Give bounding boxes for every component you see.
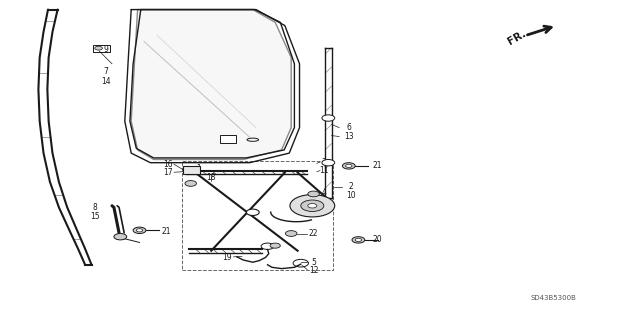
FancyBboxPatch shape	[93, 45, 110, 52]
Circle shape	[290, 195, 335, 217]
Bar	[182, 161, 333, 270]
Circle shape	[308, 191, 319, 197]
Text: 18: 18	[207, 173, 216, 182]
Circle shape	[308, 204, 317, 208]
Circle shape	[322, 160, 335, 166]
Text: 7: 7	[103, 67, 108, 76]
Text: 8: 8	[92, 204, 97, 212]
Circle shape	[352, 237, 365, 243]
Text: SD43B5300B: SD43B5300B	[531, 295, 577, 301]
Circle shape	[270, 243, 280, 248]
Circle shape	[185, 181, 196, 186]
Text: 12: 12	[309, 266, 318, 275]
Circle shape	[133, 227, 146, 234]
Text: 11: 11	[319, 166, 328, 175]
Text: 17: 17	[163, 168, 173, 177]
Circle shape	[285, 231, 297, 236]
Text: 21: 21	[373, 161, 382, 170]
Text: 1: 1	[196, 164, 201, 173]
Text: 20: 20	[372, 235, 383, 244]
FancyBboxPatch shape	[220, 135, 236, 143]
Circle shape	[114, 234, 127, 240]
Circle shape	[355, 238, 362, 241]
Text: FR.: FR.	[506, 28, 528, 47]
Text: 6: 6	[346, 123, 351, 132]
Text: 9: 9	[103, 45, 108, 54]
Text: 2: 2	[348, 182, 353, 191]
Text: 16: 16	[163, 160, 173, 169]
Circle shape	[136, 229, 143, 232]
Circle shape	[346, 164, 352, 167]
Circle shape	[301, 200, 324, 211]
Circle shape	[246, 209, 259, 216]
Text: 13: 13	[344, 132, 354, 141]
FancyBboxPatch shape	[183, 166, 200, 174]
Text: 22: 22	[309, 229, 318, 238]
Circle shape	[95, 46, 102, 50]
Text: 15: 15	[90, 212, 100, 221]
Text: 5: 5	[311, 258, 316, 267]
Text: 14: 14	[100, 77, 111, 86]
Text: 3: 3	[321, 158, 326, 167]
Polygon shape	[131, 10, 291, 159]
Text: 19: 19	[222, 253, 232, 262]
Text: 21: 21	[162, 227, 171, 236]
Text: 4: 4	[321, 189, 326, 197]
Circle shape	[322, 115, 335, 121]
Circle shape	[342, 163, 355, 169]
Text: 10: 10	[346, 191, 356, 200]
